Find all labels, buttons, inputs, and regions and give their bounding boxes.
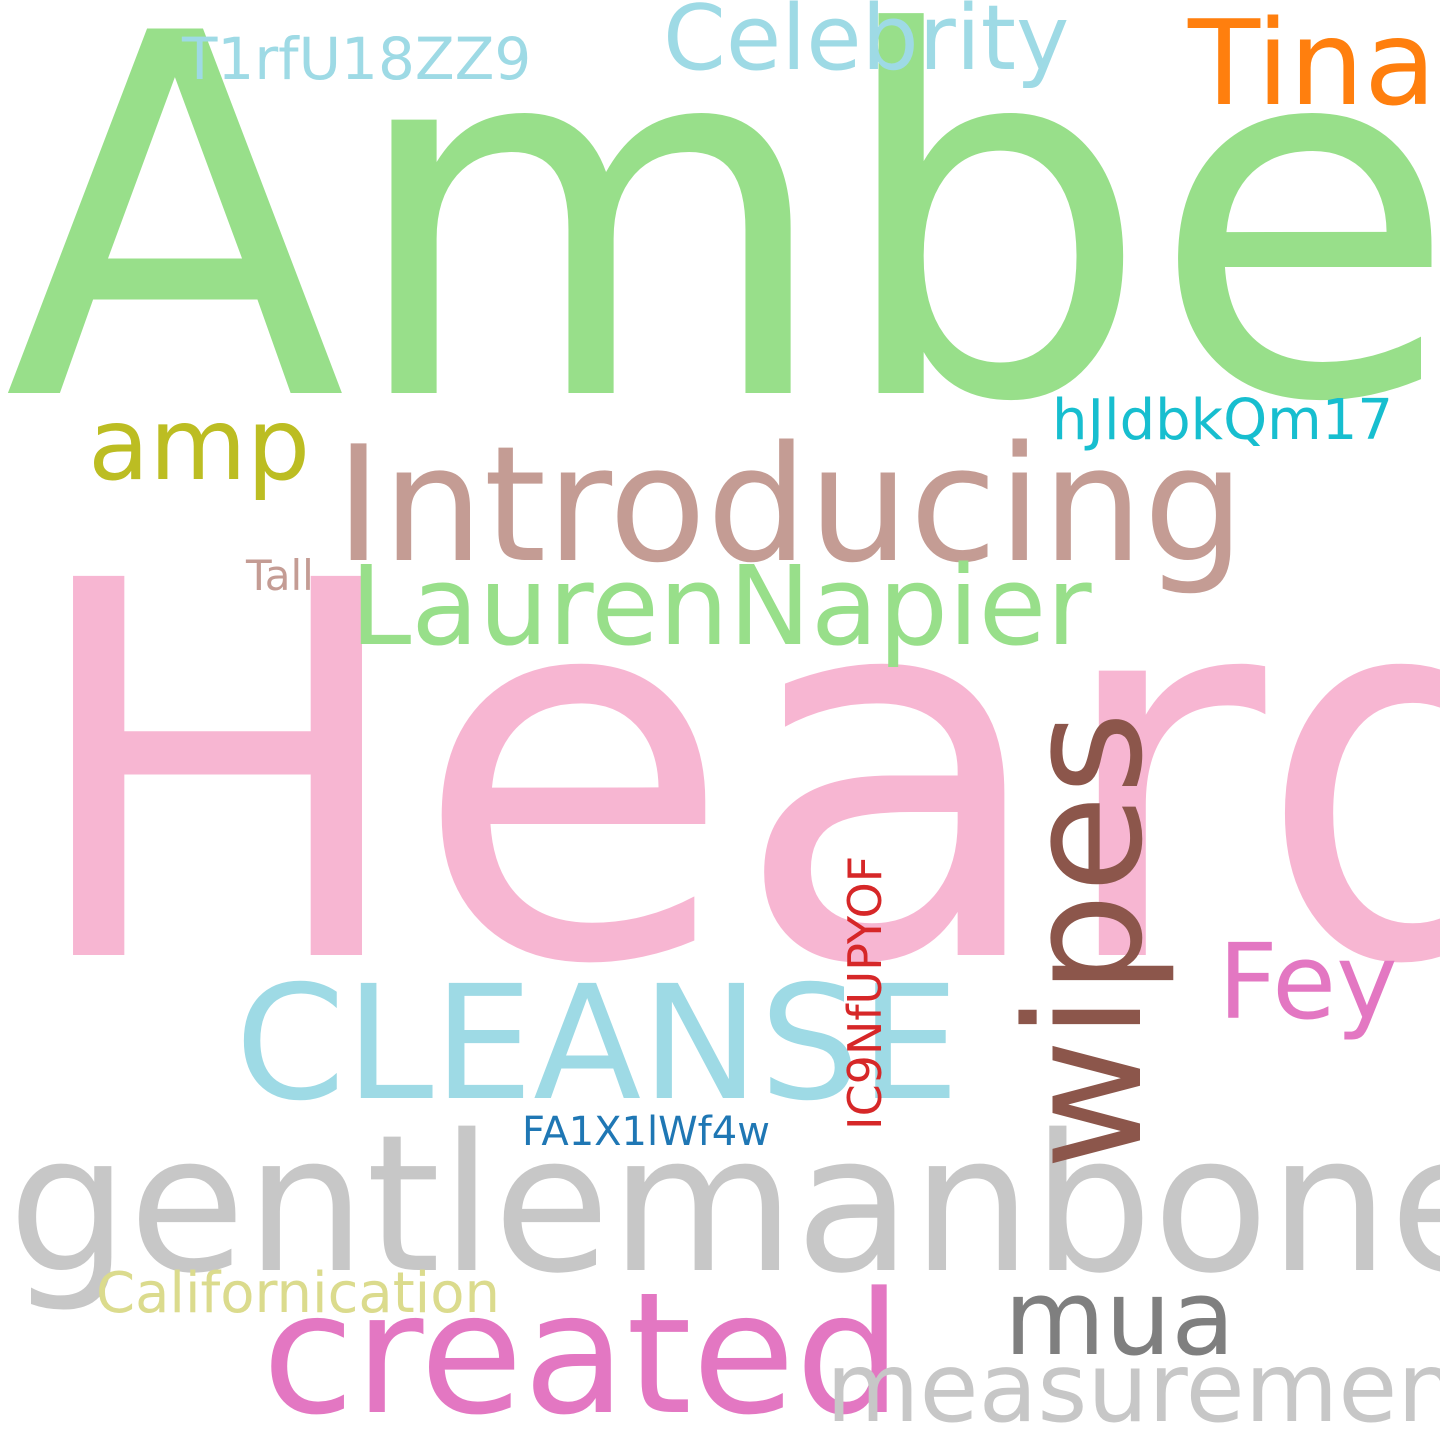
word-wipes: wipes: [991, 711, 1178, 1170]
word-hjldbkqm17: hJldbkQm17: [1052, 388, 1393, 453]
word-cleanse: CLEANSE: [235, 952, 960, 1136]
word-gentlemanboners: gentlemanboners: [8, 1094, 1440, 1315]
word-measurements: measurements: [826, 1332, 1440, 1440]
word-fa1x1lwf4w: FA1X1lWf4w: [522, 1109, 770, 1155]
word-laurennapier: LaurenNapier: [350, 542, 1092, 670]
word-mua: mua: [1004, 1257, 1235, 1379]
word-californication: Californication: [96, 1261, 500, 1326]
word-amp: amp: [88, 386, 311, 503]
word-ic9nfupyof: IC9NfUPYOF: [838, 855, 892, 1130]
word-created: created: [262, 1256, 902, 1440]
word-heard: Heard: [22, 472, 1440, 1078]
word-amber: Amber: [4, 0, 1440, 511]
word-tina: Tina: [1188, 0, 1437, 132]
word-introducing: Introducing: [335, 411, 1245, 598]
word-celebrity: Celebrity: [663, 0, 1070, 91]
word-fey: Fey: [1218, 921, 1398, 1043]
word-tall: Tall: [246, 551, 314, 600]
word-t1rfu18zz9: T1rfU18ZZ9: [182, 25, 532, 93]
